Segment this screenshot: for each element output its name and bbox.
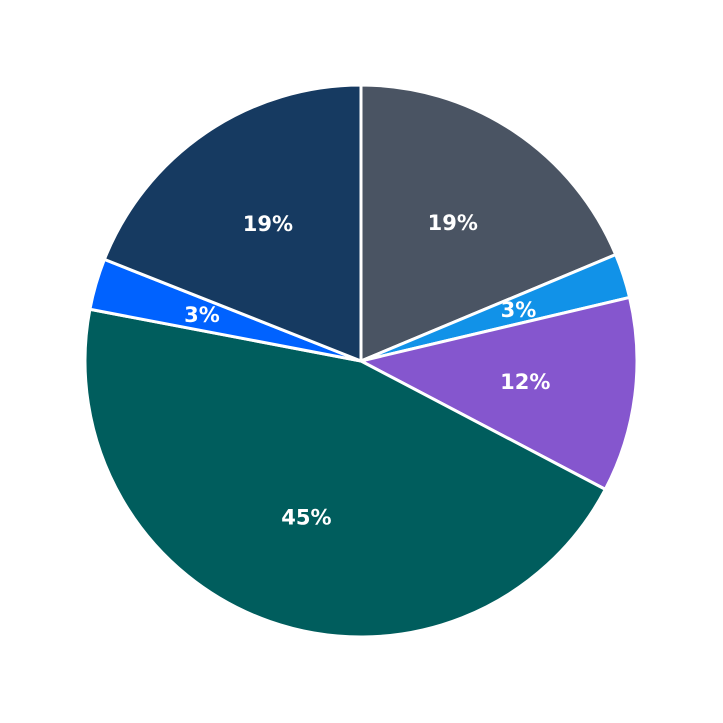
pie-slice	[359, 83, 618, 363]
slice-percent-label: 45%	[281, 505, 331, 529]
pie-slice	[359, 295, 639, 491]
slice-percent-label: 3%	[184, 303, 220, 327]
slice-percent-label: 12%	[500, 370, 550, 394]
slice-percent-label: 19%	[243, 212, 293, 236]
slice-percent-label: 19%	[428, 211, 478, 235]
slice-percent-label: 3%	[501, 298, 537, 322]
pie-slice	[102, 83, 363, 363]
pie-slice	[83, 307, 607, 639]
